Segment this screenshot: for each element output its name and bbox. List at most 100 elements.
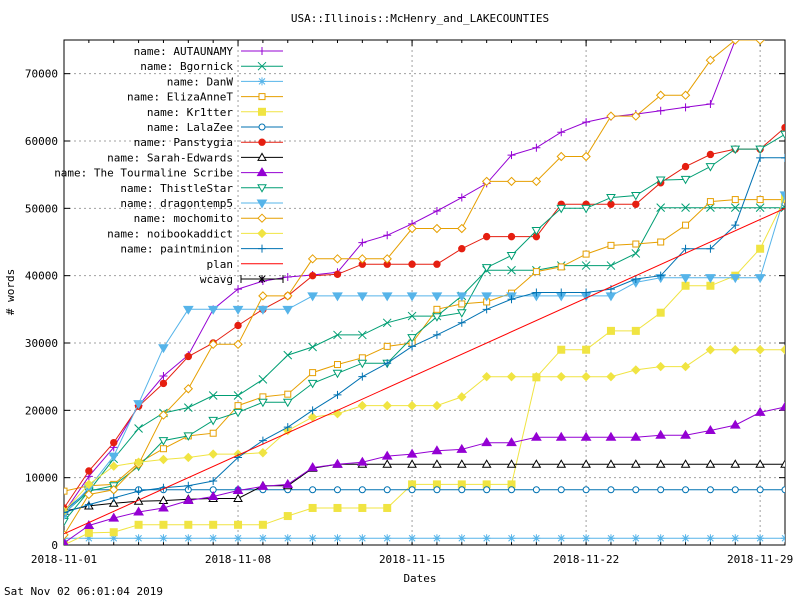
data-point: [209, 534, 218, 543]
data-point: [282, 305, 294, 315]
data-point: [257, 61, 267, 71]
data-point: [134, 424, 143, 433]
data-point: [381, 450, 393, 460]
data-point: [432, 207, 441, 216]
data-point: [432, 534, 441, 543]
data-point: [457, 193, 466, 202]
data-point: [458, 300, 466, 308]
series-group: [64, 40, 785, 545]
data-point: [283, 350, 293, 360]
data-point: [358, 503, 367, 512]
data-point: [606, 111, 616, 121]
data-point: [606, 371, 616, 382]
legend-label: name: Sarah-Edwards: [107, 151, 233, 164]
data-point: [756, 196, 764, 204]
legend-label: name: LalaZee: [147, 121, 233, 134]
data-point: [233, 493, 243, 503]
plot-border: [63, 39, 786, 546]
legend: name: AUTAUNAMY name: Bgornick name: DanW n…: [54, 45, 284, 286]
data-point: [256, 167, 268, 177]
data-point: [233, 339, 243, 350]
data-point: [234, 285, 243, 294]
data-point: [381, 292, 393, 302]
data-point: [256, 199, 268, 209]
data-point: [507, 295, 516, 304]
data-point: [556, 371, 566, 382]
data-point: [432, 459, 442, 468]
data-point: [182, 495, 194, 505]
data-point: [433, 486, 441, 494]
data-point: [357, 330, 367, 340]
data-point: [207, 491, 219, 501]
data-point: [358, 238, 367, 247]
data-point: [208, 391, 218, 400]
data-point: [333, 361, 341, 369]
data-point: [779, 191, 785, 201]
data-point: [755, 459, 765, 468]
data-point: [408, 486, 416, 494]
data-point: [580, 431, 592, 441]
data-point: [258, 436, 267, 445]
series-line: [64, 406, 785, 544]
data-point: [755, 345, 765, 355]
data-point: [133, 400, 144, 410]
data-point: [481, 292, 493, 302]
data-point: [257, 305, 269, 315]
legend-label: plan: [207, 258, 234, 271]
chart-title: USA::Illinois::McHenry_and_LAKECOUNTIES: [291, 12, 549, 25]
data-point: [84, 528, 93, 537]
data-point: [581, 261, 591, 270]
data-point: [258, 275, 266, 283]
data-point: [582, 486, 590, 494]
data-point: [681, 534, 690, 543]
data-point: [730, 40, 740, 45]
y-tick-label: 20000: [25, 404, 58, 417]
data-point: [457, 392, 467, 402]
data-point: [233, 408, 243, 418]
y-tick-label: 10000: [25, 472, 58, 485]
data-point: [159, 520, 168, 529]
data-point: [282, 398, 293, 408]
data-point: [383, 534, 392, 543]
data-point: [706, 281, 715, 290]
data-point: [333, 330, 342, 340]
data-point: [730, 203, 740, 213]
data-point: [158, 410, 169, 420]
data-point: [532, 143, 541, 152]
data-point: [781, 153, 785, 162]
data-point: [781, 486, 785, 494]
data-point: [705, 459, 716, 468]
data-point: [756, 534, 765, 543]
data-point: [530, 431, 542, 441]
data-point: [557, 288, 566, 297]
data-point: [134, 520, 143, 529]
data-point: [731, 486, 739, 494]
data-point: [232, 484, 244, 494]
data-point: [682, 221, 690, 229]
data-point: [407, 223, 417, 234]
data-point: [605, 431, 617, 441]
data-point: [681, 162, 690, 171]
data-point: [158, 502, 169, 512]
data-point: [582, 534, 591, 543]
data-point: [407, 334, 417, 343]
data-point: [333, 486, 341, 494]
data-point: [208, 449, 218, 459]
series-line: [64, 199, 785, 492]
data-point: [557, 345, 566, 354]
data-point: [781, 123, 785, 132]
data-point: [431, 445, 443, 455]
data-point: [258, 291, 268, 301]
data-point: [630, 459, 641, 468]
data-point: [582, 250, 590, 258]
data-point: [432, 330, 441, 339]
data-point: [382, 318, 392, 328]
legend-label: name: Bgornick: [140, 60, 233, 73]
data-point: [257, 228, 267, 239]
data-point: [208, 416, 219, 426]
data-point: [507, 151, 516, 160]
data-point: [433, 305, 441, 313]
data-point: [258, 138, 266, 146]
data-point: [705, 345, 716, 355]
data-point: [705, 163, 716, 172]
